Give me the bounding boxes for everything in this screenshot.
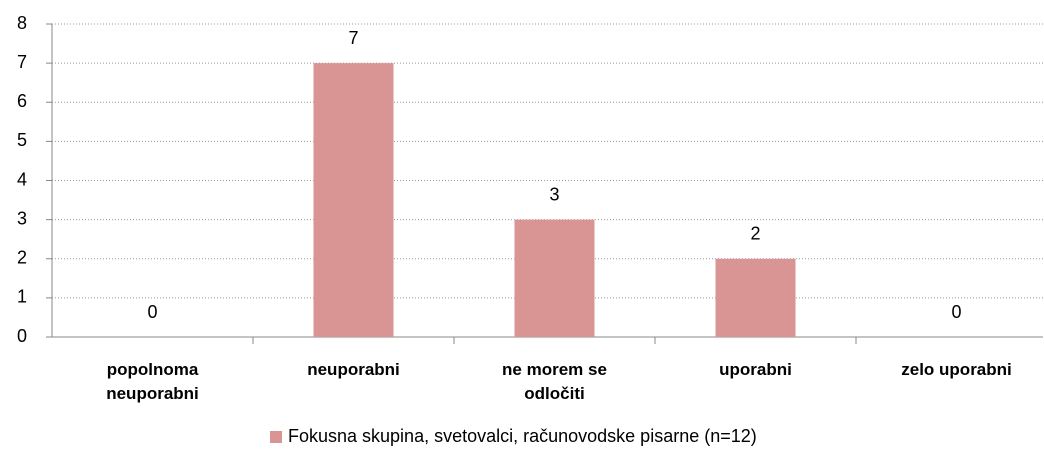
y-tick-label: 5: [17, 130, 27, 150]
y-tick-label: 6: [17, 91, 27, 111]
y-tick-label: 0: [17, 326, 27, 346]
bar: [313, 63, 394, 337]
y-tick-label: 2: [17, 248, 27, 268]
data-label: 3: [549, 184, 559, 204]
data-label: 7: [348, 28, 358, 48]
y-tick-label: 8: [17, 13, 27, 33]
data-label: 0: [951, 302, 961, 322]
legend-swatch: [270, 430, 282, 443]
data-label: 0: [147, 302, 157, 322]
x-tick-label: popolnoma neuporabni: [106, 360, 199, 403]
bar: [715, 258, 796, 337]
x-tick-label: ne morem se odločiti: [502, 360, 607, 403]
legend-label: Fokusna skupina, svetovalci, računovodsk…: [288, 426, 757, 446]
x-tick-label: uporabni: [719, 360, 792, 379]
bar: [514, 219, 595, 337]
x-tick-label: zelo uporabni: [901, 360, 1012, 379]
y-tick-label: 4: [17, 169, 27, 189]
x-tick-label: neuporabni: [307, 360, 400, 379]
y-tick-label: 7: [17, 52, 27, 72]
y-tick-label: 3: [17, 208, 27, 228]
y-tick-label: 1: [17, 287, 27, 307]
legend: Fokusna skupina, svetovalci, računovodsk…: [270, 426, 757, 447]
data-label: 2: [750, 224, 760, 244]
